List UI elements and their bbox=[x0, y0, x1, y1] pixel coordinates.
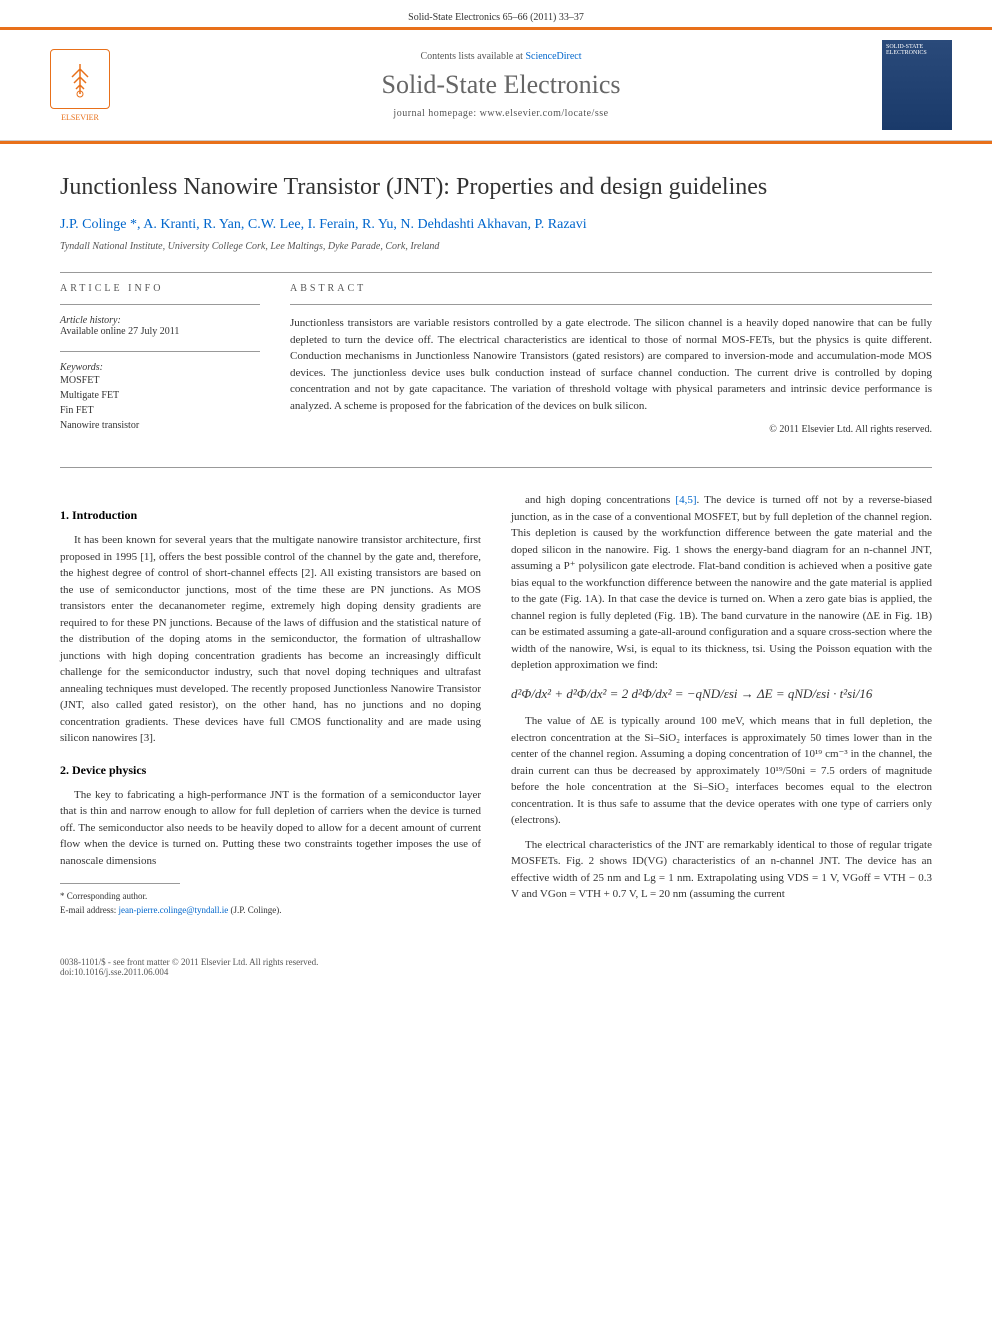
sciencedirect-link[interactable]: ScienceDirect bbox=[525, 51, 581, 62]
keywords-list: MOSFET Multigate FET Fin FET Nanowire tr… bbox=[60, 373, 260, 433]
info-abstract-row: ARTICLE INFO Article history: Available … bbox=[60, 283, 932, 447]
article-history: Article history: Available online 27 Jul… bbox=[60, 315, 260, 337]
keywords-block: Keywords: MOSFET Multigate FET Fin FET N… bbox=[60, 362, 260, 433]
header-citation: Solid-State Electronics 65–66 (2011) 33–… bbox=[408, 12, 584, 23]
keyword: Fin FET bbox=[60, 403, 260, 418]
abstract-divider bbox=[290, 304, 932, 305]
issn-line: 0038-1101/$ - see front matter © 2011 El… bbox=[60, 957, 932, 967]
authors-line: J.P. Colinge *, A. Kranti, R. Yan, C.W. … bbox=[60, 217, 932, 233]
abstract-bottom-divider bbox=[60, 467, 932, 468]
section-divider bbox=[60, 272, 932, 273]
email-line: E-mail address: jean-pierre.colinge@tynd… bbox=[60, 904, 481, 918]
doi: doi:10.1016/j.sse.2011.06.004 bbox=[60, 967, 932, 977]
body-columns: 1. Introduction It has been known for se… bbox=[60, 492, 932, 917]
cover-label: SOLID-STATE ELECTRONICS bbox=[886, 44, 948, 56]
elsevier-tree-icon bbox=[50, 49, 110, 109]
abstract-copyright: © 2011 Elsevier Ltd. All rights reserved… bbox=[290, 424, 932, 435]
available-online: Available online 27 July 2011 bbox=[60, 326, 260, 337]
corresponding-author: * Corresponding author. bbox=[60, 890, 481, 904]
footnote: * Corresponding author. E-mail address: … bbox=[60, 890, 481, 917]
homepage-line: journal homepage: www.elsevier.com/locat… bbox=[120, 108, 882, 119]
journal-title: Solid-State Electronics bbox=[120, 70, 882, 100]
contents-line: Contents lists available at ScienceDirec… bbox=[120, 51, 882, 62]
abstract-text: Junctionless transistors are variable re… bbox=[290, 315, 932, 414]
elsevier-label: ELSEVIER bbox=[61, 113, 99, 122]
info-divider bbox=[60, 304, 260, 305]
article-info: ARTICLE INFO Article history: Available … bbox=[60, 283, 260, 447]
abstract-label: ABSTRACT bbox=[290, 283, 932, 294]
col2-paragraph-2: The value of ΔE is typically around 100 … bbox=[511, 713, 932, 829]
masthead: ELSEVIER Contents lists available at Sci… bbox=[0, 30, 992, 141]
info-divider2 bbox=[60, 351, 260, 352]
keyword: MOSFET bbox=[60, 373, 260, 388]
footnote-separator bbox=[60, 883, 180, 884]
page-footer: 0038-1101/$ - see front matter © 2011 El… bbox=[0, 947, 992, 997]
col2-paragraph-1: and high doping concentrations [4,5]. Th… bbox=[511, 492, 932, 674]
keyword: Multigate FET bbox=[60, 388, 260, 403]
intro-paragraph: It has been known for several years that… bbox=[60, 532, 481, 747]
homepage-prefix: journal homepage: bbox=[393, 108, 479, 119]
physics-heading: 2. Device physics bbox=[60, 761, 481, 779]
keyword: Nanowire transistor bbox=[60, 418, 260, 433]
article-title: Junctionless Nanowire Transistor (JNT): … bbox=[60, 174, 932, 201]
running-header: Solid-State Electronics 65–66 (2011) 33–… bbox=[0, 0, 992, 23]
author-link[interactable]: J.P. Colinge *, A. Kranti, R. Yan, C.W. … bbox=[60, 217, 587, 232]
abstract-column: ABSTRACT Junctionless transistors are va… bbox=[290, 283, 932, 447]
email-label: E-mail address: bbox=[60, 905, 118, 915]
journal-cover-thumbnail: SOLID-STATE ELECTRONICS bbox=[882, 40, 952, 130]
affiliation: Tyndall National Institute, University C… bbox=[60, 241, 932, 252]
left-column: 1. Introduction It has been known for se… bbox=[60, 492, 481, 917]
col2-p1-prefix: and high doping concentrations bbox=[525, 494, 675, 506]
keywords-label: Keywords: bbox=[60, 362, 260, 373]
email-author: (J.P. Colinge). bbox=[228, 905, 281, 915]
physics-paragraph: The key to fabricating a high-performanc… bbox=[60, 787, 481, 870]
email-link[interactable]: jean-pierre.colinge@tyndall.ie bbox=[118, 905, 228, 915]
history-label: Article history: bbox=[60, 315, 260, 326]
elsevier-logo: ELSEVIER bbox=[40, 40, 120, 130]
col2-p1-body: . The device is turned off not by a reve… bbox=[511, 494, 932, 671]
main-content: Junctionless Nanowire Transistor (JNT): … bbox=[0, 144, 992, 947]
equation: d²Φ/dx² + d²Φ/dx² = 2 d²Φ/dx² = −qND/εsi… bbox=[511, 684, 932, 704]
article-info-label: ARTICLE INFO bbox=[60, 283, 260, 294]
contents-prefix: Contents lists available at bbox=[420, 51, 525, 62]
col2-paragraph-3: The electrical characteristics of the JN… bbox=[511, 837, 932, 903]
right-column: and high doping concentrations [4,5]. Th… bbox=[511, 492, 932, 917]
homepage-url: www.elsevier.com/locate/sse bbox=[480, 108, 609, 119]
intro-heading: 1. Introduction bbox=[60, 506, 481, 524]
reference-link[interactable]: [4,5] bbox=[675, 494, 696, 506]
masthead-center: Contents lists available at ScienceDirec… bbox=[120, 51, 882, 119]
